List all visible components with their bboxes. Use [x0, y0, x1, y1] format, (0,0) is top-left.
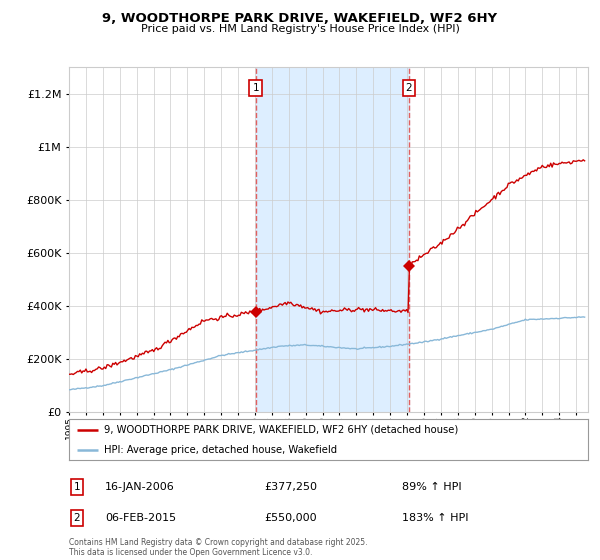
Text: 1: 1: [253, 83, 259, 94]
Text: HPI: Average price, detached house, Wakefield: HPI: Average price, detached house, Wake…: [104, 445, 337, 455]
Text: Contains HM Land Registry data © Crown copyright and database right 2025.
This d: Contains HM Land Registry data © Crown c…: [69, 538, 367, 557]
Text: 2: 2: [406, 83, 412, 94]
Text: 2: 2: [73, 513, 80, 523]
Text: 1: 1: [73, 482, 80, 492]
Text: 89% ↑ HPI: 89% ↑ HPI: [402, 482, 461, 492]
Text: 183% ↑ HPI: 183% ↑ HPI: [402, 513, 469, 523]
Text: 9, WOODTHORPE PARK DRIVE, WAKEFIELD, WF2 6HY: 9, WOODTHORPE PARK DRIVE, WAKEFIELD, WF2…: [103, 12, 497, 25]
Text: £550,000: £550,000: [264, 513, 317, 523]
Text: 16-JAN-2006: 16-JAN-2006: [105, 482, 175, 492]
Text: 9, WOODTHORPE PARK DRIVE, WAKEFIELD, WF2 6HY (detached house): 9, WOODTHORPE PARK DRIVE, WAKEFIELD, WF2…: [104, 424, 458, 435]
Text: 06-FEB-2015: 06-FEB-2015: [105, 513, 176, 523]
Bar: [256, 67, 409, 412]
Text: Price paid vs. HM Land Registry's House Price Index (HPI): Price paid vs. HM Land Registry's House …: [140, 24, 460, 34]
Text: £377,250: £377,250: [264, 482, 317, 492]
